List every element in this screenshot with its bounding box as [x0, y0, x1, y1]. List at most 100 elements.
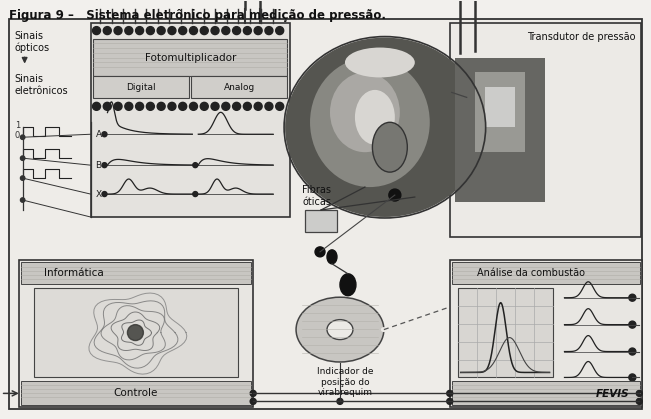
Bar [21, 262, 251, 284]
Text: Sinais
eletrônicos: Sinais eletrônicos [15, 75, 68, 96]
Text: Indicador de
posição do
virabrequim: Indicador de posição do virabrequim [316, 367, 373, 397]
Circle shape [92, 27, 100, 35]
Circle shape [128, 325, 143, 341]
Bar [305, 210, 337, 232]
Circle shape [254, 27, 262, 35]
Bar [455, 57, 544, 202]
Circle shape [250, 398, 256, 404]
Circle shape [250, 391, 256, 396]
Circle shape [168, 102, 176, 110]
Ellipse shape [285, 38, 484, 217]
Circle shape [135, 27, 144, 35]
Bar [450, 260, 643, 407]
Bar [21, 381, 251, 405]
Circle shape [389, 189, 401, 201]
Circle shape [276, 27, 284, 35]
Bar [452, 262, 641, 284]
Bar [191, 76, 287, 98]
Circle shape [243, 102, 251, 110]
Ellipse shape [310, 57, 430, 187]
Circle shape [629, 374, 636, 381]
Circle shape [179, 102, 187, 110]
Circle shape [102, 132, 107, 137]
Circle shape [201, 27, 208, 35]
Ellipse shape [330, 72, 400, 152]
Circle shape [114, 27, 122, 35]
Circle shape [254, 102, 262, 110]
Circle shape [20, 198, 25, 202]
Circle shape [629, 321, 636, 328]
Circle shape [104, 27, 111, 35]
Ellipse shape [345, 47, 415, 78]
Text: 0: 0 [15, 131, 20, 140]
Circle shape [102, 163, 107, 168]
Circle shape [168, 27, 176, 35]
Circle shape [125, 27, 133, 35]
Circle shape [265, 27, 273, 35]
Text: A: A [96, 130, 102, 139]
Text: Digital: Digital [126, 83, 156, 92]
Text: Sinais
ópticos: Sinais ópticos [15, 31, 49, 53]
Circle shape [232, 102, 241, 110]
Text: Controle: Controle [114, 388, 158, 398]
Ellipse shape [340, 274, 356, 296]
Text: X: X [96, 189, 102, 199]
Bar [475, 72, 525, 152]
Text: B: B [96, 160, 102, 170]
Circle shape [315, 247, 325, 257]
Circle shape [104, 102, 111, 110]
Circle shape [636, 391, 643, 396]
Circle shape [265, 102, 273, 110]
Bar [94, 39, 287, 76]
Circle shape [114, 102, 122, 110]
Circle shape [20, 135, 25, 140]
Circle shape [222, 102, 230, 110]
Bar [484, 88, 514, 127]
Text: Fibras
óticas: Fibras óticas [302, 185, 331, 207]
Circle shape [193, 191, 198, 197]
Ellipse shape [381, 327, 387, 332]
Circle shape [146, 102, 154, 110]
Circle shape [211, 102, 219, 110]
Text: Informática: Informática [44, 268, 104, 278]
Bar [450, 23, 641, 237]
Text: Fotomultiplicador: Fotomultiplicador [145, 52, 236, 62]
Circle shape [20, 156, 25, 160]
Ellipse shape [296, 297, 384, 362]
Circle shape [102, 191, 107, 197]
Text: 1: 1 [15, 121, 20, 130]
Ellipse shape [327, 320, 353, 339]
Circle shape [243, 27, 251, 35]
Circle shape [189, 102, 197, 110]
Circle shape [232, 27, 241, 35]
Circle shape [629, 294, 636, 301]
Circle shape [211, 27, 219, 35]
Bar [90, 23, 290, 217]
Circle shape [337, 398, 343, 404]
Circle shape [20, 176, 25, 180]
Bar [458, 288, 553, 378]
Text: Análise da combustão: Análise da combustão [477, 268, 585, 278]
Circle shape [629, 348, 636, 355]
Text: Transdutor de pressão: Transdutor de pressão [527, 31, 635, 41]
Ellipse shape [372, 122, 408, 172]
Circle shape [157, 102, 165, 110]
Text: Analog: Analog [223, 83, 255, 92]
Circle shape [636, 398, 643, 404]
Circle shape [157, 27, 165, 35]
Circle shape [201, 102, 208, 110]
Circle shape [179, 27, 187, 35]
Circle shape [146, 27, 154, 35]
Text: FEVIS: FEVIS [596, 389, 630, 399]
Ellipse shape [355, 90, 395, 145]
Circle shape [125, 102, 133, 110]
Circle shape [276, 102, 284, 110]
Circle shape [222, 27, 230, 35]
Circle shape [189, 27, 197, 35]
Ellipse shape [327, 250, 337, 264]
Circle shape [447, 398, 452, 404]
Circle shape [135, 102, 144, 110]
Circle shape [447, 391, 452, 396]
Bar [94, 76, 189, 98]
Bar [34, 288, 238, 378]
